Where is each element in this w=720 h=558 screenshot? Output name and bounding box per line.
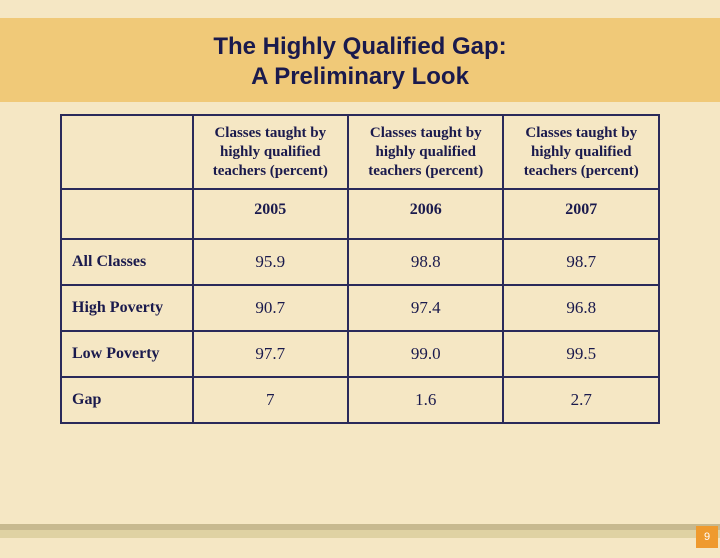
row-label: Gap bbox=[61, 377, 193, 423]
header-empty-2 bbox=[61, 189, 193, 239]
year-3: 2007 bbox=[503, 189, 659, 239]
cell: 96.8 bbox=[503, 285, 659, 331]
cell: 95.9 bbox=[193, 239, 348, 285]
cell: 98.8 bbox=[348, 239, 503, 285]
cell: 97.7 bbox=[193, 331, 348, 377]
col-header-2: Classes taught by highly qualified teach… bbox=[348, 115, 503, 189]
cell: 2.7 bbox=[503, 377, 659, 423]
cell: 7 bbox=[193, 377, 348, 423]
header-empty bbox=[61, 115, 193, 189]
table-container: Classes taught by highly qualified teach… bbox=[0, 102, 720, 424]
table-row: All Classes 95.9 98.8 98.7 bbox=[61, 239, 659, 285]
title-line-1: The Highly Qualified Gap: bbox=[213, 33, 506, 60]
year-2: 2006 bbox=[348, 189, 503, 239]
title-band: The Highly Qualified Gap: A Preliminary … bbox=[0, 18, 720, 102]
slide-number-value: 9 bbox=[704, 531, 710, 543]
qualified-gap-table: Classes taught by highly qualified teach… bbox=[60, 114, 660, 424]
cell: 98.7 bbox=[503, 239, 659, 285]
table-row: High Poverty 90.7 97.4 96.8 bbox=[61, 285, 659, 331]
footer-bar-2 bbox=[0, 530, 720, 538]
col-header-3: Classes taught by highly qualified teach… bbox=[503, 115, 659, 189]
title-line-2: A Preliminary Look bbox=[251, 63, 469, 90]
slide-number: 9 bbox=[696, 526, 718, 548]
header-row-labels: Classes taught by highly qualified teach… bbox=[61, 115, 659, 189]
table-row: Gap 7 1.6 2.7 bbox=[61, 377, 659, 423]
cell: 1.6 bbox=[348, 377, 503, 423]
header-row-years: 2005 2006 2007 bbox=[61, 189, 659, 239]
row-label: All Classes bbox=[61, 239, 193, 285]
row-label: Low Poverty bbox=[61, 331, 193, 377]
row-label: High Poverty bbox=[61, 285, 193, 331]
col-header-1: Classes taught by highly qualified teach… bbox=[193, 115, 348, 189]
footer-decoration bbox=[0, 524, 720, 544]
table-row: Low Poverty 97.7 99.0 99.5 bbox=[61, 331, 659, 377]
cell: 90.7 bbox=[193, 285, 348, 331]
cell: 99.0 bbox=[348, 331, 503, 377]
cell: 97.4 bbox=[348, 285, 503, 331]
year-1: 2005 bbox=[193, 189, 348, 239]
cell: 99.5 bbox=[503, 331, 659, 377]
slide-title: The Highly Qualified Gap: A Preliminary … bbox=[0, 32, 720, 92]
